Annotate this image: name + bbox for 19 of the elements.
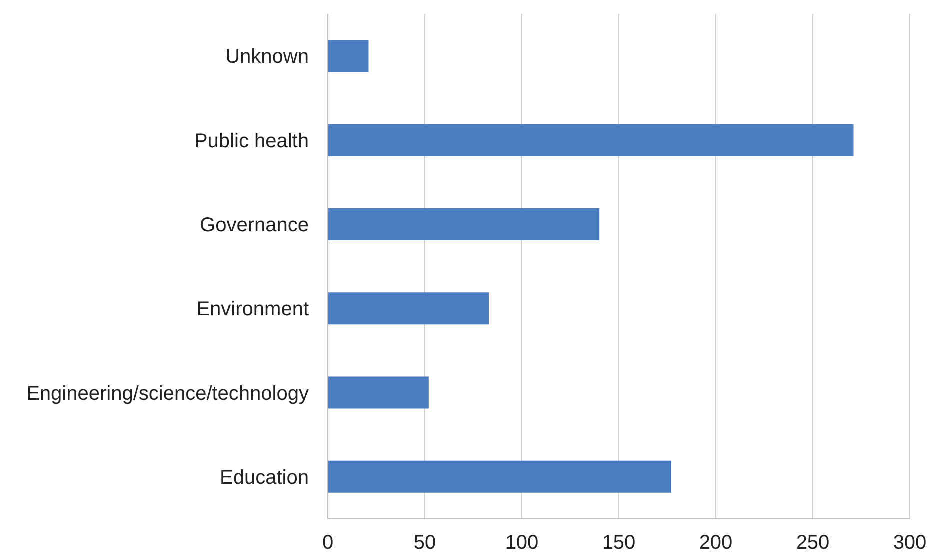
x-tick-label: 300 [893,532,927,554]
y-tick-label: Environment [196,298,310,321]
x-tick-label: 50 [414,532,436,554]
y-tick-label: Unknown [226,46,309,68]
y-tick-label: Governance [200,214,309,237]
y-tick-label: Engineering/science/technology [26,382,309,405]
x-tick-label: 100 [505,532,539,554]
bar [328,208,600,240]
x-tick-label: 200 [699,532,733,554]
x-tick-label: 250 [796,532,830,554]
x-tick-label: 0 [322,532,334,554]
bar [328,124,854,156]
y-tick-label: Public health [194,130,309,152]
y-tick-label: Education [220,467,309,490]
bar [328,460,672,493]
bar [328,292,490,325]
bar [328,40,369,72]
x-tick-label: 150 [602,532,636,554]
bar [328,376,429,409]
